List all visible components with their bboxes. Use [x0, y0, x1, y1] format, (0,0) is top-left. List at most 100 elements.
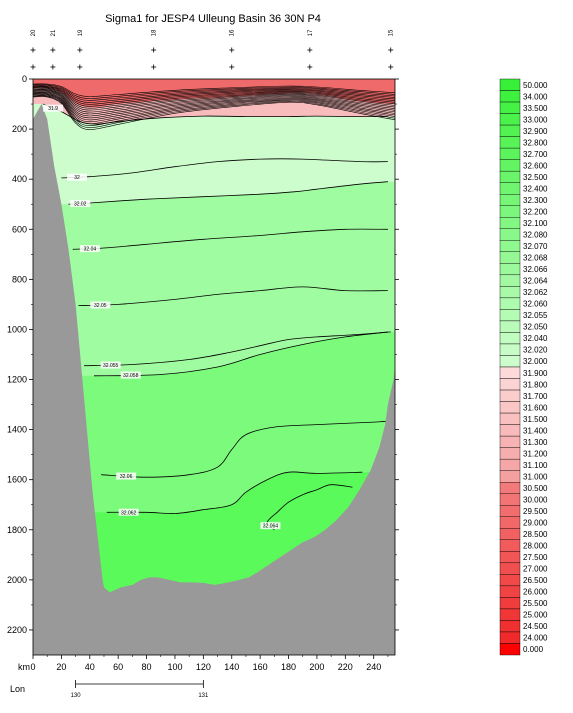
x-tick-label-60: 60 — [113, 662, 123, 672]
colorbar-swatch — [499, 378, 521, 391]
x-tick-label-160: 160 — [253, 662, 268, 672]
surface-isopycnal-line — [33, 84, 395, 101]
colorbar-swatch — [499, 147, 521, 160]
x-tick-label-240: 240 — [366, 662, 381, 672]
x-tick-label-140: 140 — [224, 662, 239, 672]
colorbar-label-32.600: 32.600 — [523, 161, 548, 170]
colorbar-swatch — [499, 482, 521, 494]
surface-isopycnal-line — [33, 94, 395, 125]
colorbar-label-32.064: 32.064 — [523, 277, 548, 286]
colorbar-label-32.200: 32.200 — [523, 207, 548, 216]
contour-label-32.058: 32.058 — [123, 373, 139, 379]
isopycnal-31.9-line — [42, 103, 388, 125]
contour-label-bg — [118, 508, 139, 516]
colorbar-label-28.500: 28.500 — [523, 530, 548, 539]
colorbar-label-25.000: 25.000 — [523, 611, 548, 620]
colorbar-label-32.062: 32.062 — [523, 288, 548, 297]
colorbar-swatch — [499, 447, 521, 460]
x-axis-label: km — [18, 662, 30, 672]
colorbar-swatch — [499, 320, 521, 333]
chart-title: Sigma1 for JESP4 Ulleung Basin 36 30N P4 — [105, 13, 321, 25]
axes: 0200400600800100012001400160018002000220… — [7, 74, 399, 672]
colorbar-swatch — [499, 620, 521, 633]
colorbar-label-32.066: 32.066 — [523, 265, 548, 274]
colorbar-label-32.070: 32.070 — [523, 242, 548, 251]
contour-label-31.9: 31.9 — [48, 106, 58, 112]
isopycnal-32.062-line — [106, 471, 363, 514]
colorbar-label-27.000: 27.000 — [523, 565, 548, 574]
colorbar-label-32.300: 32.300 — [523, 196, 548, 205]
colorbar-label-26.000: 26.000 — [523, 588, 548, 597]
colorbar-swatch — [499, 389, 521, 402]
colorbar-label-32.900: 32.900 — [523, 127, 548, 136]
colorbar-label-32.000: 32.000 — [523, 357, 548, 366]
colorbar-swatch — [499, 228, 521, 241]
colorbar-label-32.055: 32.055 — [523, 311, 548, 320]
colorbar-swatch — [499, 424, 521, 437]
surface-isopycnal-line — [33, 94, 395, 127]
contour-label-bg — [90, 301, 111, 309]
colorbar-swatch — [499, 263, 521, 276]
surface-isopycnal-line — [33, 83, 395, 97]
isopycnal-32.055-line — [84, 331, 391, 367]
surface-isopycnal-line — [33, 88, 395, 109]
station-label-16: 16 — [230, 29, 236, 36]
colorbar-label-31.900: 31.900 — [523, 369, 548, 378]
lon-axis-label: Lon — [10, 684, 25, 694]
contour-label-bg — [260, 522, 281, 530]
x-tick-label-120: 120 — [196, 662, 211, 672]
colorbar-swatch — [499, 170, 521, 183]
isopycnal-lines — [33, 83, 395, 531]
surface-isopycnal-line — [33, 95, 395, 128]
contour-label-32.06: 32.06 — [120, 474, 133, 480]
colorbar-label-32.060: 32.060 — [523, 300, 548, 309]
x-tick-label-40: 40 — [85, 662, 95, 672]
colorbar-swatch — [499, 585, 521, 598]
colorbar-label-32.068: 32.068 — [523, 254, 548, 263]
colorbar-swatch — [499, 505, 521, 517]
colorbar-swatch — [499, 193, 521, 206]
y-tick-label-2000: 2000 — [7, 575, 27, 585]
surface-isopycnal-line — [33, 93, 395, 123]
colorbar-swatch — [499, 274, 521, 287]
colorbar-label-30.000: 30.000 — [523, 495, 548, 504]
colorbar-swatch — [499, 205, 521, 218]
colorbar-swatch — [499, 101, 521, 114]
colorbar-swatch — [499, 493, 521, 506]
isopycnal-32-line — [61, 158, 388, 179]
contour-label-32.04: 32.04 — [84, 247, 97, 253]
colorbar-label-31.100: 31.100 — [523, 461, 548, 470]
colorbar-label-32.020: 32.020 — [523, 346, 548, 355]
colorbar-label-26.500: 26.500 — [523, 576, 548, 585]
contour-label-bg — [79, 245, 100, 253]
contour-label-32.064: 32.064 — [263, 524, 279, 530]
colorbar-swatch — [499, 78, 521, 91]
y-tick-label-800: 800 — [12, 274, 27, 284]
colorbar-label-50.000: 50.000 — [523, 81, 548, 90]
colorbar-swatch — [499, 574, 521, 587]
lon-tick-label-131: 131 — [198, 693, 209, 699]
colorbar-label-32.100: 32.100 — [523, 219, 548, 228]
colorbar-label-30.500: 30.500 — [523, 484, 548, 493]
isopycnal-32.04-line — [72, 228, 388, 250]
y-tick-label-400: 400 — [12, 174, 27, 184]
colorbar-label-31.600: 31.600 — [523, 403, 548, 412]
colorbar-swatch — [499, 355, 521, 368]
y-tick-label-1600: 1600 — [7, 475, 27, 485]
colorbar-swatch — [499, 597, 521, 610]
colorbar-label-0.000: 0.000 — [523, 645, 544, 654]
y-tick-label-1000: 1000 — [7, 324, 27, 334]
colorbar-label-31.800: 31.800 — [523, 380, 548, 389]
colorbar-label-32.050: 32.050 — [523, 323, 548, 332]
contour-label-32.055: 32.055 — [103, 363, 119, 369]
colorbar-swatch — [499, 309, 521, 322]
isopycnal-32.02-line — [68, 181, 388, 205]
colorbar-swatch — [499, 516, 521, 529]
station-label-20: 20 — [31, 29, 37, 36]
colorbar-label-31.400: 31.400 — [523, 426, 548, 435]
isopycnal-32.05-line — [78, 286, 388, 306]
y-tick-label-2200: 2200 — [7, 625, 27, 635]
surface-isopycnal-line — [33, 91, 395, 119]
contour-labels: 31.9 32 32.02 32.04 32.05 32.055 32.058 32.06 32… — [43, 104, 281, 530]
